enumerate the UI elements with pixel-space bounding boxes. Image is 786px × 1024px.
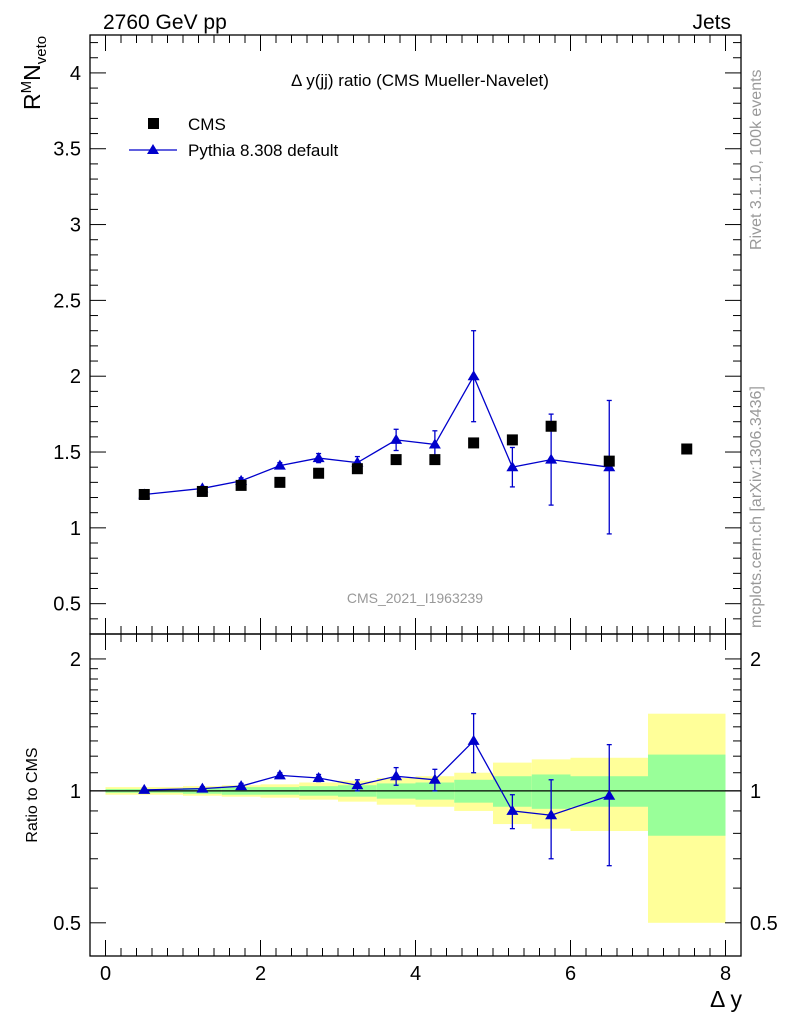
cms-point: [603, 455, 615, 467]
x-tick-label: 2: [255, 963, 266, 985]
x-tick-label: 4: [410, 963, 421, 985]
x-axis-label: Δ y: [710, 986, 742, 1012]
main-y-tick-label: 4: [70, 63, 81, 85]
x-tick-label: 6: [565, 963, 576, 985]
cms-point: [681, 443, 693, 455]
cms-point: [235, 479, 247, 491]
main-y-tick-label: 2.5: [53, 290, 81, 312]
ratio-y-tick-label-right: 0.5: [750, 913, 778, 935]
ylabel-sup: M: [18, 81, 35, 94]
ratio-mc-point: [138, 783, 151, 794]
y-axis-label-ratio: Ratio to CMS: [24, 747, 41, 842]
legend-cms-label: CMS: [188, 115, 226, 134]
ylabel-sub: veto: [33, 36, 50, 64]
ratio-mc-point: [428, 773, 441, 784]
ratio-mc-point: [603, 789, 616, 800]
ratio-y-tick-label: 0.5: [53, 913, 81, 935]
ratio-mc-point: [196, 782, 209, 793]
ratio-mc-point: [545, 809, 558, 820]
uncertainty-bands: [105, 713, 726, 923]
cms-point: [196, 485, 208, 497]
header-left: 2760 GeV pp: [103, 11, 227, 34]
ratio-mc-line: [144, 739, 610, 816]
main-y-tick-label: 1: [70, 518, 81, 540]
chart-title: Δ y(jj) ratio (CMS Mueller-Navelet): [291, 71, 549, 90]
ylabel-r: R: [19, 93, 45, 110]
mc-point: [273, 459, 286, 470]
ratio-mc-point: [467, 734, 480, 745]
cms-point: [506, 434, 518, 446]
legend-mc-marker: [147, 144, 159, 154]
mc-point: [390, 433, 403, 444]
mc-point: [312, 452, 325, 463]
y-axis-label-main: RMNveto: [18, 36, 50, 110]
watermark: CMS_2021_I1963239: [347, 590, 483, 606]
ratio-mc-point: [390, 770, 403, 781]
axis-ticks: [89, 35, 742, 956]
ratio-mc-point: [506, 804, 519, 815]
ratio-mc-point: [351, 779, 364, 790]
ylabel-n: N: [19, 64, 45, 81]
legend-mc-label: Pythia 8.308 default: [188, 141, 339, 160]
mc-point: [545, 453, 558, 464]
mc-point: [467, 370, 480, 381]
main-y-tick-label: 1.5: [53, 442, 81, 464]
ratio-y-tick-label: 1: [70, 781, 81, 803]
legend: CMS Pythia 8.308 default: [129, 115, 339, 160]
main-y-tick-label: 0.5: [53, 594, 81, 616]
rivet-label: Rivet 3.1.10, 100k events: [748, 69, 765, 250]
mcplots-label: mcplots.cern.ch [arXiv:1306.3436]: [748, 386, 765, 628]
ratio-y-tick-label: 2: [70, 649, 81, 671]
header-right: Jets: [692, 11, 731, 34]
x-tick-label: 8: [720, 963, 731, 985]
main-y-tick-label: 3: [70, 215, 81, 237]
ratio-y-tick-label-right: 1: [750, 781, 761, 803]
mc-point: [428, 438, 441, 449]
tick-labels: 0 2 4 6 8 0.5 1 1.5 2 2.5 3 3.5 4 0.5 0.5 1 1 2 2: [53, 63, 778, 985]
cms-point: [351, 463, 363, 475]
ratio-mc-point: [235, 780, 248, 791]
band-inner-12: [648, 754, 726, 836]
mc-line: [144, 374, 610, 496]
ratio-mc-point: [312, 771, 325, 782]
cms-point: [390, 454, 402, 466]
mc-point: [506, 461, 519, 472]
cms-point: [429, 454, 441, 466]
x-tick-label: 0: [100, 963, 111, 985]
ratio-y-tick-label-right: 2: [750, 649, 761, 671]
data-marks: [138, 330, 693, 867]
main-y-tick-label: 2: [70, 366, 81, 388]
cms-point: [274, 476, 286, 488]
legend-cms-marker: [148, 118, 159, 129]
cms-point: [313, 467, 325, 479]
ratio-mc-point: [273, 769, 286, 780]
cms-point: [138, 488, 150, 500]
main-y-tick-label: 3.5: [53, 139, 81, 161]
cms-point: [468, 437, 480, 449]
cms-point: [545, 420, 557, 432]
